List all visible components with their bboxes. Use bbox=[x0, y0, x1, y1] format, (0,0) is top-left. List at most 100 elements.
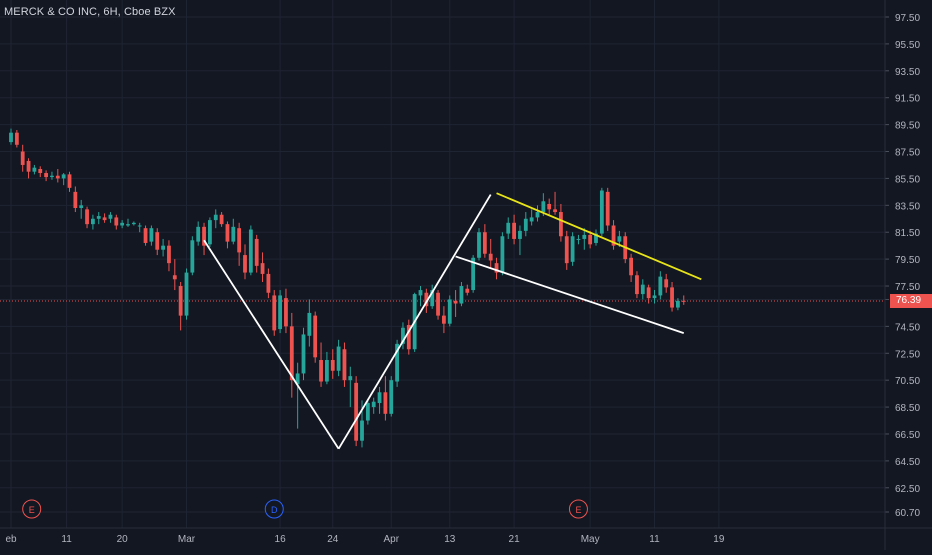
candle-body bbox=[436, 292, 440, 316]
candle-body bbox=[50, 175, 54, 178]
candle-body bbox=[447, 299, 452, 324]
y-tick-label: 77.50 bbox=[895, 282, 920, 293]
y-tick-label: 68.50 bbox=[895, 403, 920, 414]
candle-body bbox=[55, 175, 60, 179]
candle-body bbox=[564, 236, 569, 264]
earnings-event-marker[interactable] bbox=[568, 499, 588, 519]
y-tick-label: 89.50 bbox=[895, 121, 920, 132]
candle-body bbox=[167, 245, 171, 264]
candle-body bbox=[594, 233, 598, 243]
candle-body bbox=[482, 232, 487, 254]
y-tick-label: 83.50 bbox=[895, 201, 920, 212]
candle-body bbox=[149, 228, 154, 242]
candle-body bbox=[38, 168, 43, 174]
candle-body bbox=[336, 346, 341, 371]
event-marker-label: E bbox=[29, 505, 35, 515]
candle-body bbox=[605, 191, 610, 226]
candle-body bbox=[640, 284, 645, 295]
candle-body bbox=[254, 238, 259, 266]
trendline-white[interactable] bbox=[455, 255, 685, 334]
candle-body bbox=[670, 287, 674, 308]
y-tick-label: 72.50 bbox=[895, 349, 920, 360]
x-tick-label: 24 bbox=[327, 534, 339, 545]
y-tick-label: 62.50 bbox=[895, 484, 920, 495]
y-tick-label: 74.50 bbox=[895, 322, 920, 333]
x-tick-label: Mar bbox=[178, 534, 196, 545]
candle-body bbox=[126, 224, 130, 226]
candle-body bbox=[442, 315, 446, 324]
candle-body bbox=[389, 380, 394, 414]
candle-body bbox=[559, 212, 563, 237]
candle-body bbox=[26, 160, 31, 172]
candle-body bbox=[161, 245, 165, 250]
candle-body bbox=[79, 205, 84, 209]
candle-body bbox=[301, 334, 306, 374]
y-tick-label: 70.50 bbox=[895, 376, 920, 387]
candle-body bbox=[401, 327, 405, 344]
candle-body bbox=[184, 272, 189, 316]
candle-body bbox=[14, 132, 19, 145]
x-tick-label: 19 bbox=[713, 534, 725, 545]
x-tick-label: Apr bbox=[383, 534, 399, 545]
candle-body bbox=[354, 382, 359, 441]
candle-body bbox=[424, 292, 429, 307]
candle-body bbox=[681, 300, 686, 302]
candle-body bbox=[225, 224, 230, 242]
earnings-event-marker[interactable] bbox=[22, 499, 42, 519]
candle-body bbox=[494, 263, 499, 273]
candle-body bbox=[500, 236, 505, 273]
x-tick-label: 11 bbox=[649, 534, 660, 545]
candle-body bbox=[231, 226, 236, 242]
candle-body bbox=[360, 420, 364, 441]
y-tick-label: 93.50 bbox=[895, 67, 920, 78]
candle-body bbox=[155, 232, 160, 250]
candle-body bbox=[488, 253, 493, 261]
y-tick-label: 85.50 bbox=[895, 174, 920, 185]
candle-body bbox=[588, 234, 593, 245]
candle-body bbox=[518, 230, 522, 239]
trendline-white[interactable] bbox=[337, 194, 492, 450]
candle-body bbox=[237, 228, 242, 253]
candle-body bbox=[611, 225, 616, 246]
candle-body bbox=[307, 312, 312, 336]
candle-body bbox=[219, 214, 224, 225]
candle-body bbox=[383, 392, 388, 414]
candle-body bbox=[471, 257, 476, 291]
candle-body bbox=[73, 191, 78, 209]
candle-body bbox=[599, 190, 604, 234]
candle-body bbox=[465, 288, 470, 293]
candle-body bbox=[664, 279, 669, 288]
candle-body bbox=[365, 403, 370, 421]
candle-body bbox=[459, 286, 464, 304]
candle-body bbox=[272, 295, 277, 331]
y-tick-label: 91.50 bbox=[895, 94, 920, 105]
candle-body bbox=[658, 276, 663, 296]
candle-body bbox=[325, 360, 329, 382]
y-tick-label: 87.50 bbox=[895, 148, 920, 159]
candle-body bbox=[453, 300, 458, 304]
dividend-event-marker[interactable] bbox=[264, 499, 284, 519]
candle-body bbox=[248, 229, 253, 273]
candle-body bbox=[570, 236, 575, 262]
y-tick-label: 97.50 bbox=[895, 13, 920, 24]
x-tick-label: 13 bbox=[444, 534, 456, 545]
candle-body bbox=[120, 222, 125, 226]
y-tick-label: 66.50 bbox=[895, 430, 920, 441]
candle-body bbox=[260, 263, 265, 274]
candle-body bbox=[208, 220, 212, 245]
x-tick-label: 20 bbox=[117, 534, 129, 545]
candle-body bbox=[102, 217, 107, 221]
candle-body bbox=[629, 257, 633, 276]
candle-body bbox=[646, 287, 651, 299]
trendline-white[interactable] bbox=[203, 239, 340, 450]
candle-body bbox=[196, 226, 201, 242]
candle-body bbox=[137, 225, 142, 227]
trendline-yellow[interactable] bbox=[496, 192, 702, 281]
candle-body bbox=[243, 255, 247, 273]
y-tick-label: 79.50 bbox=[895, 255, 920, 266]
current-price-badge: 76.39 bbox=[890, 293, 932, 308]
candle-body bbox=[114, 217, 119, 226]
x-tick-label: 21 bbox=[509, 534, 521, 545]
